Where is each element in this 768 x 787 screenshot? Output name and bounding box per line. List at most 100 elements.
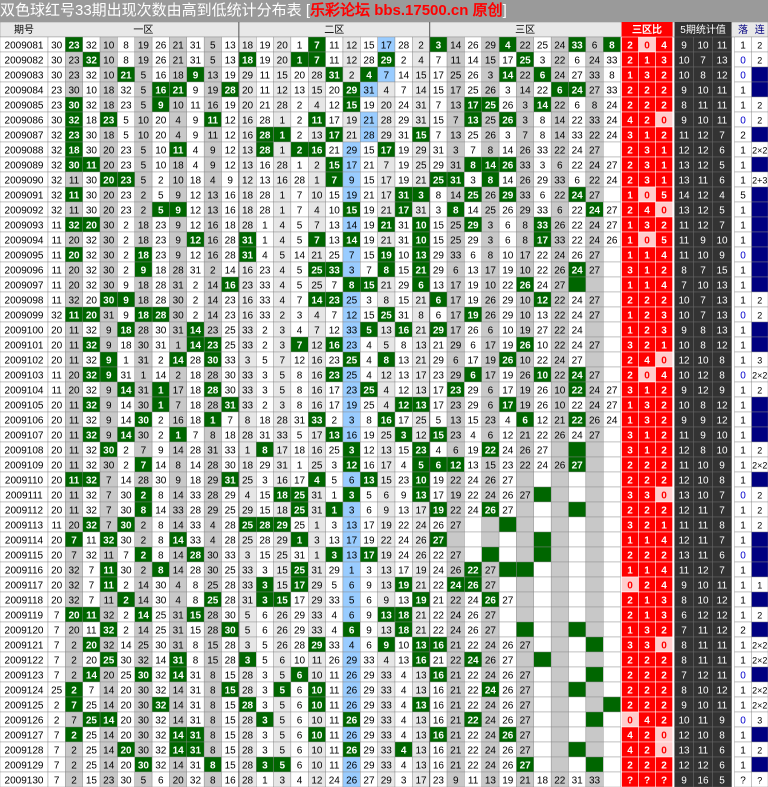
number-value: 33 xyxy=(259,311,271,322)
number-value: 16 xyxy=(433,686,445,697)
drop-value: 1 xyxy=(740,41,746,52)
number-value: 9 xyxy=(366,611,372,622)
number-value: 20 xyxy=(51,416,63,427)
number-value: 15 xyxy=(433,236,445,247)
number-value: 4 xyxy=(384,401,390,412)
number-value: 7 xyxy=(54,746,60,757)
number-value: 17 xyxy=(398,206,410,217)
number-value: 12 xyxy=(277,86,289,97)
number-value: 27 xyxy=(485,611,497,622)
ratio-value: 3 xyxy=(627,521,633,532)
drop-value: 1 xyxy=(740,746,746,757)
number-value: 5 xyxy=(141,161,147,172)
drop-value: 1 xyxy=(740,761,746,772)
stat-value: 9 xyxy=(700,431,706,442)
number-value: 13 xyxy=(398,596,410,607)
drop-value: 1 xyxy=(740,356,746,367)
number-value: 12 xyxy=(450,461,462,472)
number-value: 10 xyxy=(520,296,532,307)
stat-value: 15 xyxy=(716,266,728,277)
number-value: 28 xyxy=(242,686,254,697)
stat-value: 6 xyxy=(681,611,687,622)
number-value: 11 xyxy=(51,281,62,292)
header-drop: 落 xyxy=(738,24,748,36)
number-value: 14 xyxy=(103,716,115,727)
number-value: 21 xyxy=(173,41,185,52)
number-value: 7 xyxy=(54,761,60,772)
number-value: 25 xyxy=(468,131,480,142)
stat-value: 13 xyxy=(716,281,728,292)
number-value: 12 xyxy=(346,461,358,472)
number-value: 22 xyxy=(520,71,532,82)
ratio-value: 0 xyxy=(644,41,650,52)
number-value: 2 xyxy=(262,401,268,412)
ratio-value: 1 xyxy=(627,626,633,637)
stat-value: 11 xyxy=(717,41,728,52)
ratio-value: 3 xyxy=(661,611,667,622)
number-value: 28 xyxy=(190,356,202,367)
stat-value: 10 xyxy=(697,41,709,52)
number-value: 29 xyxy=(363,746,375,757)
number-value: 26 xyxy=(468,581,480,592)
number-value: 29 xyxy=(294,611,306,622)
number-value: 22 xyxy=(520,41,532,52)
number-value: 27 xyxy=(606,386,618,397)
number-value: 23 xyxy=(329,371,341,382)
number-value: 28 xyxy=(242,671,254,682)
number-value: 23 xyxy=(450,386,462,397)
stat-value: 8 xyxy=(681,656,687,667)
ratio-value: 1 xyxy=(627,566,633,577)
number-value: 25 xyxy=(311,281,323,292)
number-value: 14 xyxy=(138,626,150,637)
number-cell xyxy=(603,456,621,473)
stat-value: 8 xyxy=(700,71,706,82)
number-value: 29 xyxy=(311,641,323,652)
number-cell xyxy=(550,591,569,608)
number-cell xyxy=(533,681,552,698)
number-value: 13 xyxy=(329,221,341,232)
number-value: 4 xyxy=(436,446,442,457)
number-value: 2 xyxy=(123,461,129,472)
number-value: 26 xyxy=(502,356,514,367)
number-value: 11 xyxy=(69,491,80,502)
number-value: 28 xyxy=(225,86,237,97)
number-value: 2 xyxy=(158,356,164,367)
ratio-value: 2 xyxy=(627,551,633,562)
stat-value: 13 xyxy=(716,326,728,337)
number-value: 4 xyxy=(470,431,476,442)
number-value: 32 xyxy=(86,431,98,442)
number-value: 23 xyxy=(121,191,133,202)
number-value: 30 xyxy=(86,146,98,157)
number-value: 26 xyxy=(502,641,514,652)
ratio-value: 4 xyxy=(661,281,667,292)
number-value: 20 xyxy=(51,581,63,592)
number-value: 13 xyxy=(450,131,462,142)
number-value: 22 xyxy=(589,131,601,142)
number-value: 23 xyxy=(329,296,341,307)
number-value: 9 xyxy=(175,191,181,202)
number-value: 30 xyxy=(225,611,237,622)
number-value: 2 xyxy=(141,491,147,502)
ratio-value: 3 xyxy=(644,641,650,652)
number-value: 24 xyxy=(554,356,566,367)
number-cell xyxy=(550,711,569,728)
number-value: 33 xyxy=(606,86,618,97)
number-value: 24 xyxy=(606,101,618,112)
number-value: 9 xyxy=(193,71,199,82)
number-value: 13 xyxy=(242,161,254,172)
number-value: 17 xyxy=(381,41,393,52)
number-value: 4 xyxy=(297,776,303,787)
number-value: 18 xyxy=(277,491,289,502)
drop-value: ? xyxy=(740,776,746,787)
stat-value: 12 xyxy=(697,146,709,157)
number-value: 17 xyxy=(346,536,358,547)
number-cell xyxy=(481,516,500,533)
number-value: 32 xyxy=(51,146,63,157)
number-value: 19 xyxy=(225,101,237,112)
number-value: 22 xyxy=(450,476,462,487)
number-value: 8 xyxy=(540,116,546,127)
number-value: 10 xyxy=(138,116,150,127)
number-value: 28 xyxy=(259,116,271,127)
ratio-value: 2 xyxy=(661,671,667,682)
number-value: 25 xyxy=(86,731,98,742)
